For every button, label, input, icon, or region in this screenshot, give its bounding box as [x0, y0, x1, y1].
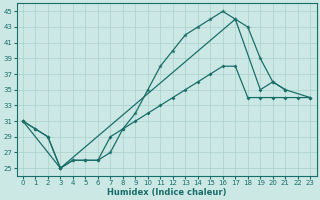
X-axis label: Humidex (Indice chaleur): Humidex (Indice chaleur): [107, 188, 226, 197]
